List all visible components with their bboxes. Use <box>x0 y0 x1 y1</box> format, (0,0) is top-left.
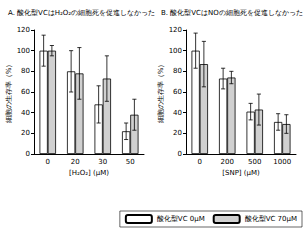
svg-text:50: 50 <box>126 158 135 166</box>
svg-text:0: 0 <box>178 150 182 158</box>
svg-text:500: 500 <box>248 158 261 166</box>
svg-text:[H₂O₂] (μM): [H₂O₂] (μM) <box>69 169 109 177</box>
svg-text:120: 120 <box>169 26 182 34</box>
svg-text:酸化型VC 0μM: 酸化型VC 0μM <box>157 215 205 223</box>
svg-text:0: 0 <box>198 158 202 166</box>
svg-text:20: 20 <box>21 129 30 137</box>
svg-text:細胞の生存率（%）: 細胞の生存率（%） <box>157 61 165 125</box>
svg-text:細胞の生存率（%）: 細胞の生存率（%） <box>5 61 13 125</box>
svg-text:40: 40 <box>173 109 182 117</box>
svg-text:0: 0 <box>26 150 30 158</box>
svg-text:40: 40 <box>21 109 30 117</box>
svg-text:80: 80 <box>173 67 182 75</box>
svg-text:1000: 1000 <box>273 158 291 166</box>
svg-text:20: 20 <box>71 158 80 166</box>
svg-text:200: 200 <box>221 158 234 166</box>
svg-text:酸化型VC 70μM: 酸化型VC 70μM <box>245 215 297 223</box>
svg-text:100: 100 <box>169 47 182 55</box>
svg-text:120: 120 <box>17 26 30 34</box>
svg-text:100: 100 <box>17 47 30 55</box>
svg-text:20: 20 <box>173 129 182 137</box>
svg-text:60: 60 <box>21 88 30 96</box>
svg-text:60: 60 <box>173 88 182 96</box>
svg-text:A. 酸化型VCはH₂O₂の細胞死を促進しなかった: A. 酸化型VCはH₂O₂の細胞死を促進しなかった <box>8 9 155 17</box>
svg-text:B. 酸化型VCはNOの細胞死を促進しなかった: B. 酸化型VCはNOの細胞死を促進しなかった <box>161 9 303 17</box>
svg-text:30: 30 <box>98 158 107 166</box>
svg-text:[SNP] (μM): [SNP] (μM) <box>222 169 260 177</box>
svg-text:0: 0 <box>46 158 50 166</box>
svg-text:80: 80 <box>21 67 30 75</box>
